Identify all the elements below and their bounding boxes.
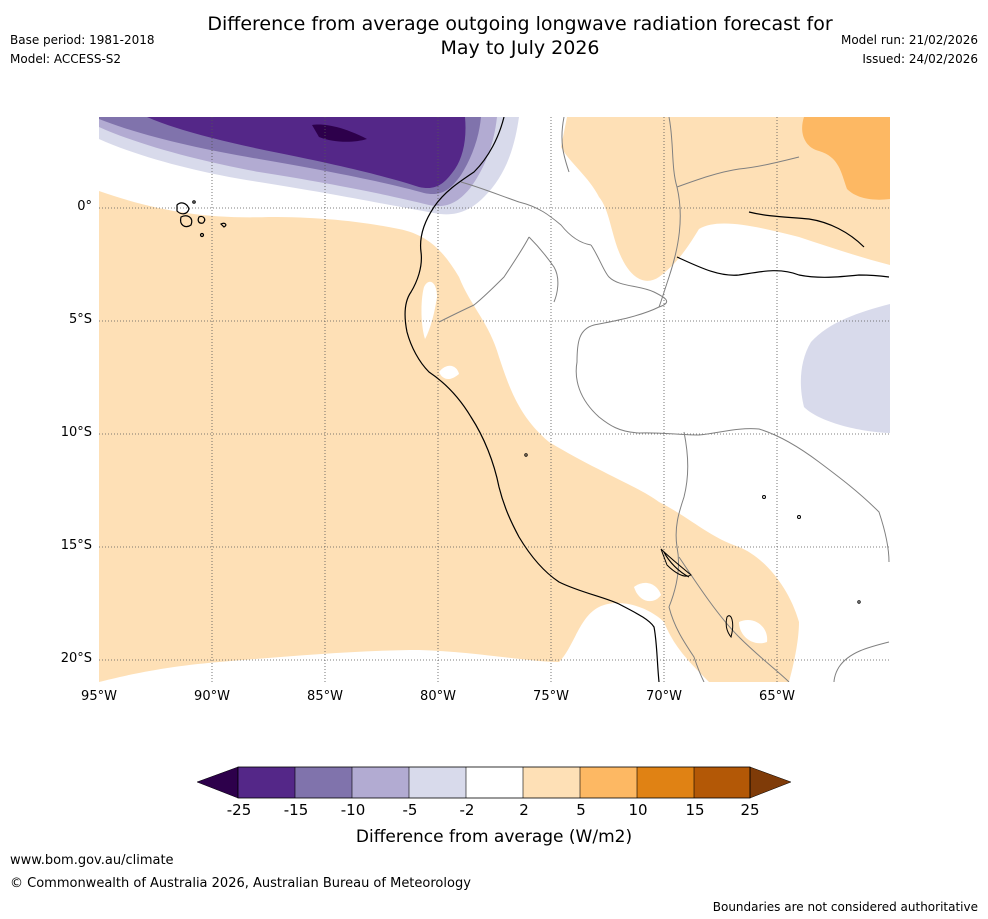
colorbar-tick-9: 15 [685, 801, 705, 819]
anomaly-hole-white-3 [739, 619, 768, 644]
lon-label-90w: 90°W [194, 689, 230, 704]
source-url: www.bom.gov.au/climate [10, 853, 174, 868]
lat-label-10s: 10°S [60, 425, 92, 440]
anomaly-band-dark-purple [147, 117, 466, 189]
colorbar-tick-7: 5 [576, 801, 586, 819]
colorbar-bin-7 [580, 767, 637, 798]
lat-label-0: 0° [77, 199, 92, 214]
lon-label-85w: 85°W [307, 689, 343, 704]
colorbar-extend-low [196, 766, 239, 799]
anomaly-hole-white-1 [439, 365, 459, 380]
colorbar-bin-2 [295, 767, 352, 798]
colorbar-bin-1 [238, 767, 295, 798]
disclaimer: Boundaries are not considered authoritat… [712, 900, 978, 914]
colorbar-bin-5 [466, 767, 523, 798]
colorbar-tick-2: -15 [283, 801, 309, 819]
anomaly-region-lavender-east [800, 304, 890, 433]
colorbar-tick-5: -2 [459, 801, 475, 819]
anomaly-region-light-orange-pacific [99, 191, 799, 682]
colorbar-bin-4 [409, 767, 466, 798]
colorbar-tick-8: 10 [628, 801, 648, 819]
colorbar-label: Difference from average (W/m2) [355, 827, 633, 847]
title-line-2: May to July 2026 [440, 37, 600, 59]
gridlines [99, 117, 890, 682]
colorbar-tick-3: -10 [340, 801, 366, 819]
colorbar-tick-6: 2 [519, 801, 529, 819]
colorbar-tick-10: 25 [740, 801, 760, 819]
galapagos-islands [176, 200, 227, 238]
title-line-1: Difference from average outgoing longwav… [207, 13, 833, 35]
base-period: Base period: 1981-2018 [10, 33, 155, 47]
anomaly-hole-white-2 [634, 582, 661, 602]
coastlines [404, 117, 890, 682]
lon-label-80w: 80°W [420, 689, 456, 704]
anomaly-region-orange-ne [802, 117, 890, 200]
colorbar-tick-4: -5 [402, 801, 418, 819]
colorbar-bin-9 [694, 767, 750, 798]
country-borders [438, 117, 890, 682]
colorbar [196, 766, 792, 799]
lon-label-95w: 95°W [81, 689, 117, 704]
lat-label-20s: 20°S [60, 651, 92, 666]
lon-label-70w: 70°W [646, 689, 682, 704]
lat-label-5s: 5°S [68, 312, 92, 327]
inland-lakes [524, 453, 861, 639]
model-run: Model run: 21/02/2026 [840, 33, 978, 47]
lon-label-75w: 75°W [533, 689, 569, 704]
issued-date: Issued: 24/02/2026 [862, 52, 978, 66]
lat-label-15s: 15°S [60, 538, 92, 553]
copyright: © Commonwealth of Australia 2026, Austra… [10, 876, 471, 891]
colorbar-extend-high [749, 766, 792, 799]
olr-anomaly-map [99, 117, 890, 682]
colorbar-bin-6 [523, 767, 580, 798]
colorbar-bin-8 [637, 767, 694, 798]
colorbar-bin-3 [352, 767, 409, 798]
anomaly-region-light-orange-north [561, 117, 890, 281]
anomaly-hole-white-4 [421, 281, 437, 339]
map-title: Difference from average outgoing longwav… [0, 12, 988, 60]
colorbar-tick-1: -25 [226, 801, 252, 819]
lon-label-65w: 65°W [759, 689, 795, 704]
model-name: Model: ACCESS-S2 [10, 52, 122, 66]
anomaly-band-darkest-purple [312, 124, 367, 142]
